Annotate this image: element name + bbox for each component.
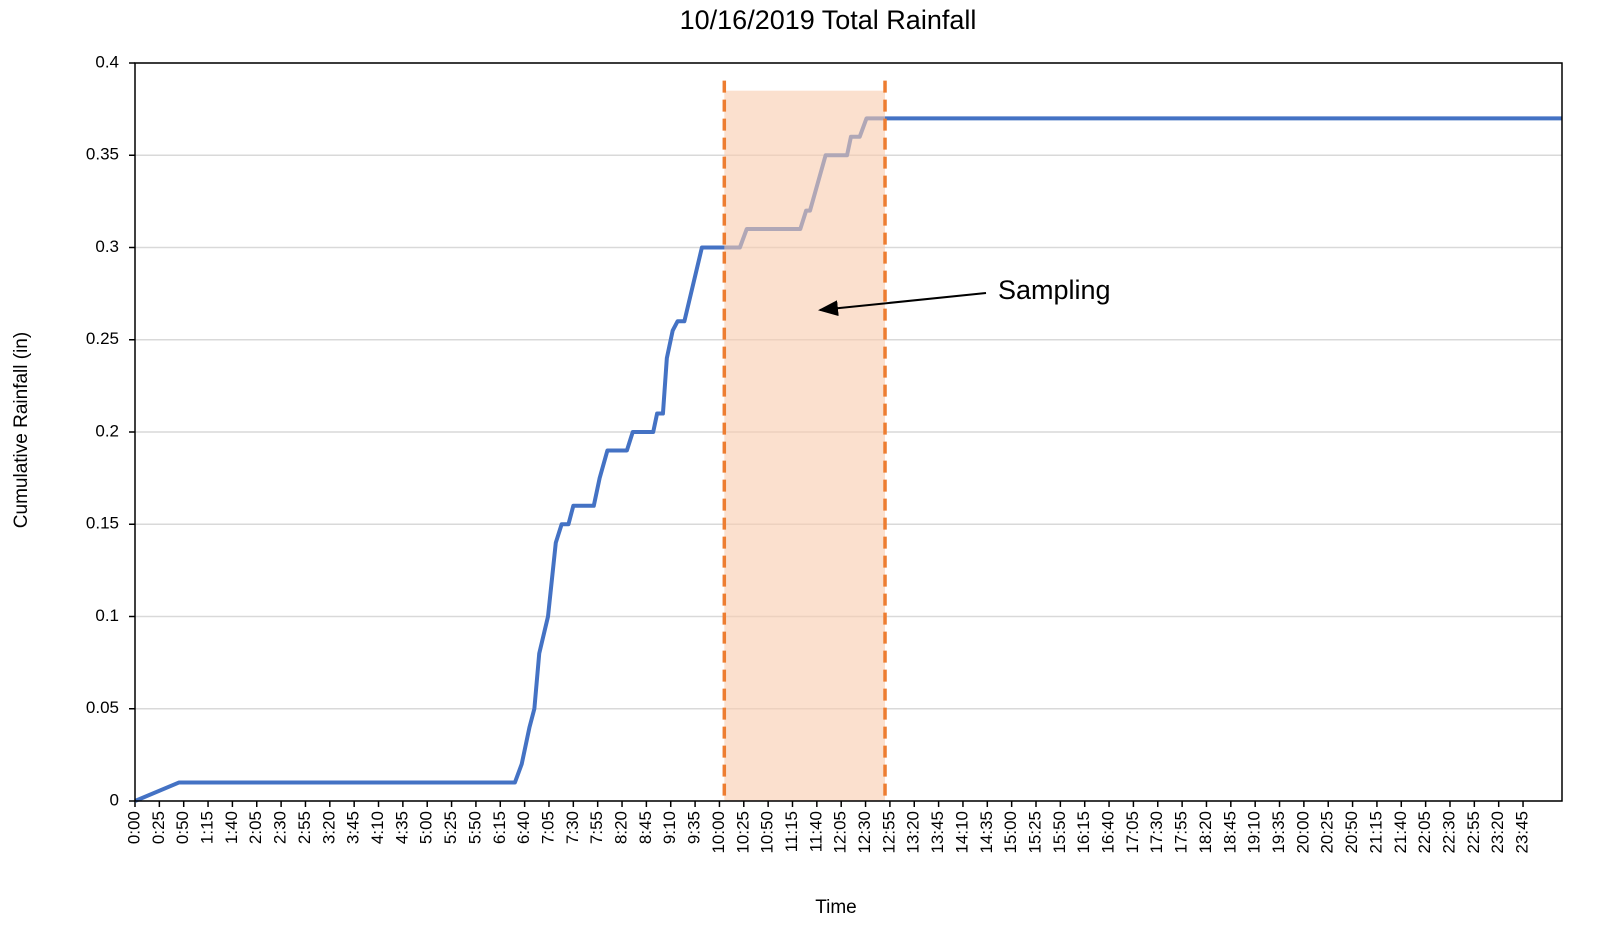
x-tick-label: 20:50: [1342, 811, 1361, 854]
x-tick-label: 2:05: [246, 811, 265, 844]
x-tick-label: 2:55: [295, 811, 314, 844]
x-tick-label: 19:35: [1269, 811, 1288, 854]
x-tick-label: 19:10: [1245, 811, 1264, 854]
annotation-arrow: [818, 292, 987, 317]
x-tick-label: 16:40: [1099, 811, 1118, 854]
x-tick-label: 10:50: [758, 811, 777, 854]
x-tick-label: 5:50: [465, 811, 484, 844]
y-tick-label: 0.35: [86, 145, 119, 164]
y-tick-label: 0.25: [86, 329, 119, 348]
x-tick-label: 6:40: [514, 811, 533, 844]
x-tick-label: 17:30: [1147, 811, 1166, 854]
x-tick-label: 13:45: [928, 811, 947, 854]
x-tick-label: 1:15: [198, 811, 217, 844]
x-tick-label: 3:45: [344, 811, 363, 844]
y-tick-label: 0.2: [95, 421, 119, 440]
x-tick-label: 0:00: [124, 811, 143, 844]
y-tick-label: 0.15: [86, 514, 119, 533]
chart-title: 10/16/2019 Total Rainfall: [680, 5, 977, 35]
x-tick-label: 10:25: [733, 811, 752, 854]
x-tick-label: 4:10: [368, 811, 387, 844]
x-tick-label: 11:15: [782, 811, 801, 852]
plot-border: [134, 62, 1563, 802]
sampling-shade: [724, 90, 886, 802]
x-tick-label: 22:30: [1439, 811, 1458, 854]
y-tick-label: 0.1: [95, 606, 119, 625]
y-tick-label: 0.3: [95, 237, 119, 256]
x-tick-label: 5:00: [417, 811, 436, 844]
annotation: Sampling: [998, 275, 1111, 305]
x-tick-label: 9:35: [685, 811, 704, 844]
x-tick-label: 7:55: [587, 811, 606, 844]
x-tick-label: 3:20: [319, 811, 338, 844]
x-tick-label: 5:25: [441, 811, 460, 844]
y-axis-label: Cumulative Rainfall (in): [11, 332, 32, 528]
x-tick-label: 12:30: [855, 811, 874, 854]
y-tick-label: 0.4: [95, 52, 119, 71]
y-tick-label: 0.05: [86, 698, 119, 717]
x-tick-label: 20:25: [1318, 811, 1337, 854]
x-tick-label: 23:20: [1488, 811, 1507, 854]
x-tick-label: 7:30: [563, 811, 582, 844]
x-tick-label: 6:15: [490, 811, 509, 844]
x-tick-label: 8:45: [636, 811, 655, 844]
x-tick-label: 7:05: [538, 811, 557, 844]
x-tick-label: 22:55: [1464, 811, 1483, 854]
x-tick-label: 15:00: [1001, 811, 1020, 854]
x-tick-label: 18:45: [1220, 811, 1239, 854]
x-tick-label: 1:40: [222, 811, 241, 844]
x-tick-label: 22:05: [1415, 811, 1434, 854]
x-tick-label: 8:20: [612, 811, 631, 844]
x-tick-label: 23:45: [1513, 811, 1532, 854]
x-tick-label: 15:25: [1025, 811, 1044, 854]
x-tick-label: 18:20: [1196, 811, 1215, 854]
x-tick-label: 9:10: [660, 811, 679, 844]
x-tick-label: 15:50: [1050, 811, 1069, 854]
x-tick-label: 0:50: [173, 811, 192, 844]
x-tick-label: 10:00: [709, 811, 728, 854]
x-tick-label: 14:10: [952, 811, 971, 854]
x-tick-label: 12:55: [879, 811, 898, 854]
y-tick-label: 0: [110, 790, 119, 809]
x-tick-label: 20:00: [1293, 811, 1312, 854]
x-tick-label: 4:35: [392, 811, 411, 844]
x-tick-label: 16:15: [1074, 811, 1093, 854]
x-tick-label: 11:40: [806, 811, 825, 852]
x-tick-label: 17:05: [1123, 811, 1142, 854]
x-tick-label: 0:25: [149, 811, 168, 844]
x-tick-label: 14:35: [977, 811, 996, 854]
x-tick-label: 12:05: [831, 811, 850, 854]
x-tick-label: 21:15: [1366, 811, 1385, 854]
x-tick-label: 13:20: [904, 811, 923, 854]
x-tick-label: 17:55: [1172, 811, 1191, 854]
x-tick-label: 2:30: [271, 811, 290, 844]
x-tick-label: 21:40: [1391, 811, 1410, 854]
x-axis-label: Time: [815, 897, 857, 918]
